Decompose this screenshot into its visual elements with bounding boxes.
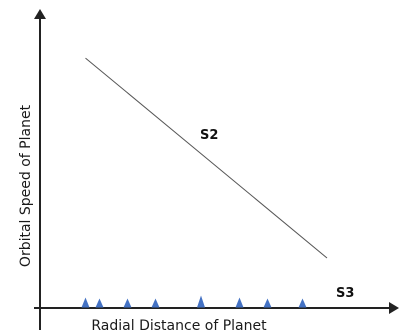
marker-s3-2 [95, 298, 104, 308]
marker-s3-8 [298, 298, 307, 308]
marker-s3-7 [263, 298, 272, 308]
series-line-s2 [85, 57, 328, 259]
marker-s3-1 [81, 297, 90, 308]
plot-area [81, 57, 328, 308]
marker-s3-5 [197, 295, 205, 308]
marker-s3-3 [123, 298, 132, 308]
x-axis-title: Radial Distance of Planet [91, 318, 267, 334]
series-label-s2: S2 [200, 128, 218, 143]
y-axis-title: Orbital Speed of Planet [18, 104, 34, 267]
marker-s3-4 [151, 298, 160, 308]
marker-s3-6 [235, 297, 244, 308]
series-label-s3: S3 [336, 286, 354, 301]
